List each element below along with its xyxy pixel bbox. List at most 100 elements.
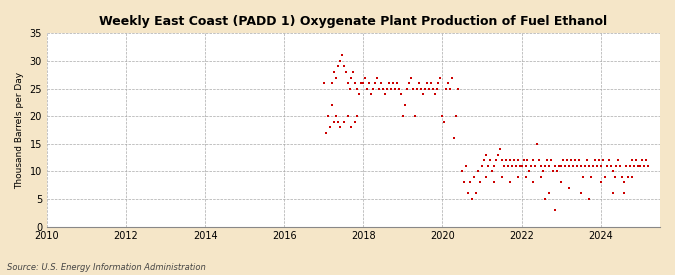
Point — [368, 86, 379, 91]
Point — [491, 158, 502, 163]
Point — [634, 164, 645, 168]
Point — [621, 164, 632, 168]
Point — [489, 164, 500, 168]
Point — [623, 175, 634, 179]
Point — [540, 164, 551, 168]
Point — [593, 158, 604, 163]
Point — [342, 114, 353, 118]
Point — [554, 164, 564, 168]
Point — [461, 164, 472, 168]
Point — [466, 197, 477, 201]
Point — [564, 186, 574, 190]
Y-axis label: Thousand Barrels per Day: Thousand Barrels per Day — [15, 72, 24, 189]
Point — [360, 75, 371, 80]
Point — [364, 81, 375, 85]
Point — [421, 81, 432, 85]
Point — [415, 86, 426, 91]
Point — [321, 131, 331, 135]
Point — [607, 169, 618, 174]
Point — [510, 164, 521, 168]
Point — [483, 164, 493, 168]
Point — [340, 70, 351, 74]
Point — [453, 86, 464, 91]
Point — [366, 92, 377, 96]
Point — [619, 191, 630, 196]
Point — [392, 81, 402, 85]
Point — [381, 86, 392, 91]
Point — [528, 180, 539, 185]
Point — [417, 92, 428, 96]
Point — [605, 164, 616, 168]
Point — [370, 81, 381, 85]
Point — [447, 75, 458, 80]
Point — [350, 81, 361, 85]
Point — [520, 164, 531, 168]
Point — [556, 164, 566, 168]
Point — [549, 164, 560, 168]
Point — [619, 180, 630, 185]
Point — [615, 164, 626, 168]
Point — [566, 158, 576, 163]
Point — [487, 169, 497, 174]
Point — [326, 103, 337, 107]
Point — [326, 81, 337, 85]
Point — [570, 158, 580, 163]
Point — [374, 86, 385, 91]
Point — [338, 119, 349, 124]
Point — [356, 81, 367, 85]
Point — [472, 169, 483, 174]
Point — [406, 75, 416, 80]
Point — [494, 147, 505, 152]
Point — [512, 175, 523, 179]
Point — [378, 86, 389, 91]
Point — [425, 81, 436, 85]
Point — [627, 158, 638, 163]
Point — [463, 191, 474, 196]
Point — [352, 86, 363, 91]
Point — [346, 125, 357, 130]
Point — [348, 70, 359, 74]
Point — [372, 75, 383, 80]
Point — [609, 175, 620, 179]
Point — [607, 191, 618, 196]
Point — [544, 191, 555, 196]
Point — [564, 164, 574, 168]
Point — [459, 180, 470, 185]
Point — [481, 175, 491, 179]
Point — [546, 158, 557, 163]
Point — [411, 86, 422, 91]
Point — [431, 86, 442, 91]
Point — [496, 175, 507, 179]
Point — [530, 164, 541, 168]
Point — [352, 114, 363, 118]
Point — [319, 81, 329, 85]
Point — [330, 114, 341, 118]
Point — [475, 180, 485, 185]
Point — [578, 175, 589, 179]
Point — [334, 125, 345, 130]
Point — [433, 81, 444, 85]
Point — [330, 75, 341, 80]
Point — [585, 175, 596, 179]
Point — [633, 164, 644, 168]
Point — [574, 158, 585, 163]
Point — [441, 86, 452, 91]
Text: Source: U.S. Energy Information Administration: Source: U.S. Energy Information Administ… — [7, 263, 205, 271]
Point — [354, 92, 364, 96]
Point — [625, 164, 636, 168]
Point — [595, 180, 606, 185]
Point — [324, 125, 335, 130]
Point — [350, 119, 361, 124]
Point — [514, 164, 525, 168]
Point — [534, 158, 545, 163]
Point — [522, 158, 533, 163]
Point — [518, 158, 529, 163]
Point — [538, 169, 549, 174]
Point — [437, 114, 448, 118]
Point — [591, 164, 602, 168]
Point — [332, 119, 343, 124]
Point — [504, 158, 515, 163]
Point — [641, 158, 651, 163]
Point — [617, 175, 628, 179]
Point — [587, 164, 598, 168]
